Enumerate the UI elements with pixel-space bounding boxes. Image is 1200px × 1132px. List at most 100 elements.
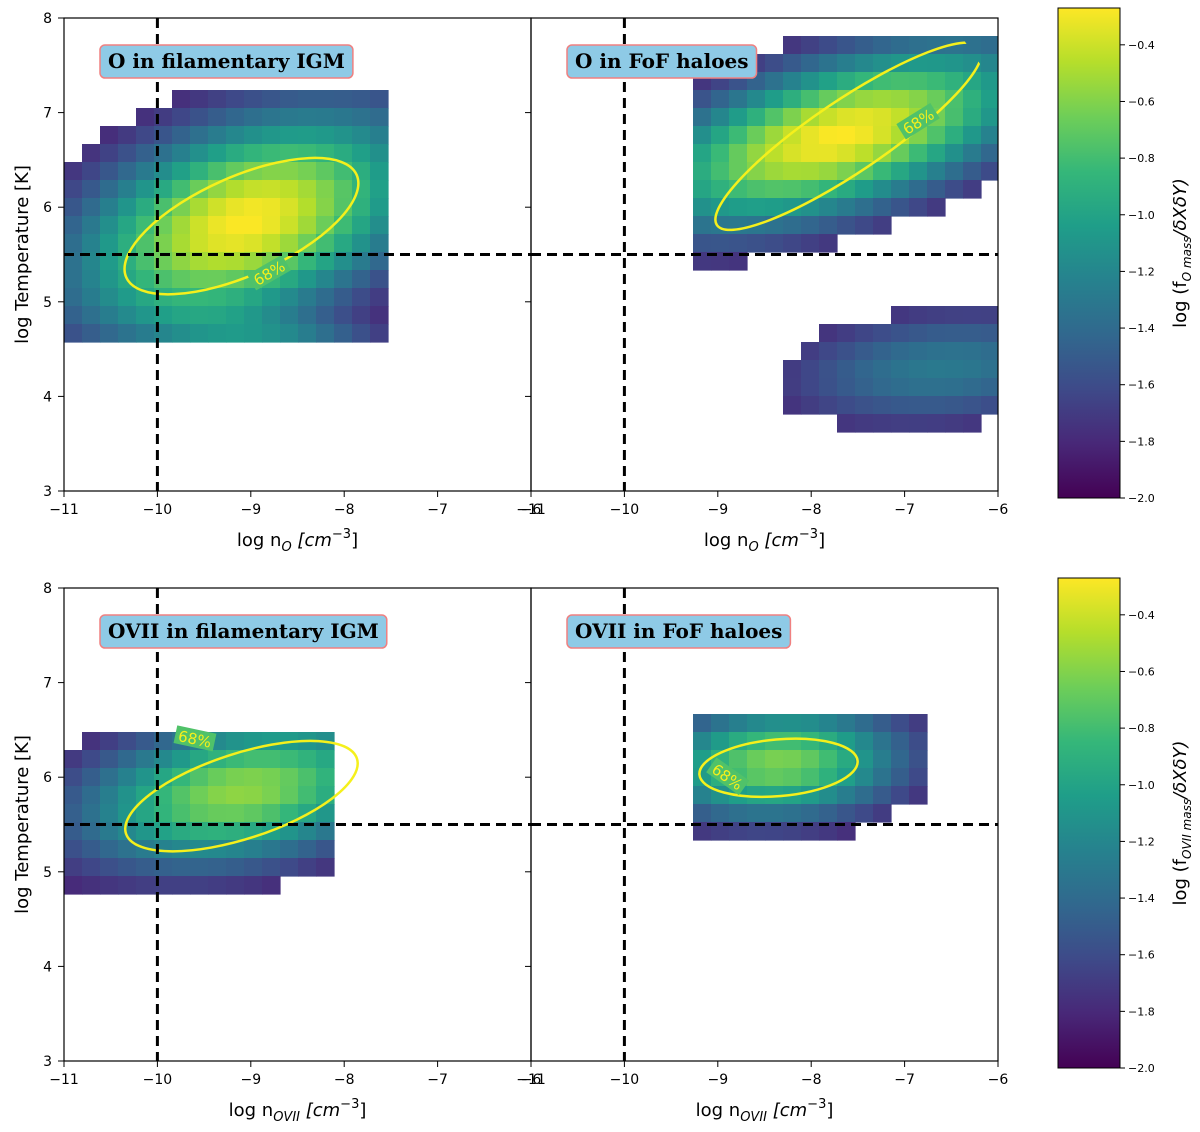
heatmap-cell (82, 840, 101, 859)
heatmap-cell (909, 324, 928, 343)
heatmap-cell (370, 306, 389, 325)
heatmap-cell (837, 786, 856, 805)
contour-label-bg (247, 254, 291, 291)
y-tick-label: 4 (43, 389, 52, 405)
panel-title-box (99, 44, 354, 79)
x-axis-label: log nOVII [cm−3] (696, 1097, 834, 1125)
heatmap-cell (729, 216, 748, 235)
heatmap-cell (370, 126, 389, 145)
heatmap-cell (136, 750, 155, 769)
heatmap-cell (837, 108, 856, 127)
heatmap-cell (927, 360, 946, 379)
heatmap-cell (226, 858, 245, 877)
heatmap-cell (855, 36, 874, 55)
x-tick-label: −6 (521, 502, 542, 518)
heatmap-cell (729, 126, 748, 145)
heatmap-cell (819, 144, 838, 163)
heatmap-cell (711, 216, 730, 235)
heatmap-cell (801, 36, 820, 55)
heatmap-cell (693, 90, 712, 109)
heatmap-cell (981, 90, 998, 109)
heatmap-cell (801, 90, 820, 109)
heatmap-cell (118, 126, 137, 145)
x-tick-label: −11 (516, 1072, 546, 1088)
heatmap-cell (693, 732, 712, 751)
colorbar-tick-label: −0.4 (1128, 609, 1155, 622)
heatmap-cell (280, 288, 299, 307)
heatmap-cell (891, 396, 910, 415)
heatmap-cell (334, 234, 353, 253)
heatmap-cell (136, 252, 155, 271)
heatmap-cell (136, 786, 155, 805)
y-tick-label: 7 (43, 106, 52, 122)
heatmap-cell (280, 126, 299, 145)
heatmap-cell (298, 198, 317, 217)
heatmap-cell (244, 198, 263, 217)
axes-frame (530, 587, 999, 1062)
heatmap-cell (172, 126, 191, 145)
heatmap-cell (172, 858, 191, 877)
heatmap-cell (64, 324, 83, 343)
contour-label-bg (173, 725, 217, 752)
heatmap-cell (765, 804, 784, 823)
heatmap-cell (909, 180, 928, 199)
heatmap-cell (334, 216, 353, 235)
heatmap-cell (100, 786, 119, 805)
heatmap-cell (693, 144, 712, 163)
heatmap-cell (981, 162, 998, 181)
heatmap-cell (873, 786, 892, 805)
heatmap-cell (855, 768, 874, 787)
heatmap-cell (262, 180, 281, 199)
heatmap-cell (280, 750, 299, 769)
heatmap-cell (82, 768, 101, 787)
heatmap-cell (963, 90, 982, 109)
heatmap-cell (64, 198, 83, 217)
heatmap-cell (280, 786, 299, 805)
heatmap-cell (801, 732, 820, 751)
heatmap-cell (280, 804, 299, 823)
heatmap-cell (118, 252, 137, 271)
x-tick-label: −8 (334, 1072, 355, 1088)
panel-title-box (566, 614, 792, 649)
heatmap-cell (208, 234, 227, 253)
heatmap-cell (316, 234, 335, 253)
heatmap-cell (190, 786, 209, 805)
heatmap-cell (909, 750, 928, 769)
heatmap-cell (927, 378, 946, 397)
heatmap-cell (100, 732, 119, 751)
y-tick-label: 3 (43, 1054, 52, 1070)
heatmap-cell (262, 90, 281, 109)
x-tick-label: −11 (49, 1072, 79, 1088)
heatmap-cell (100, 288, 119, 307)
heatmap-cell (819, 36, 838, 55)
heatmap-cell (280, 144, 299, 163)
heatmap-cell (873, 768, 892, 787)
heatmap-cell (226, 822, 245, 841)
heatmap-cell (837, 414, 856, 433)
heatmap-cell (118, 840, 137, 859)
heatmap-cell (855, 342, 874, 361)
heatmap-cell (316, 858, 335, 877)
heatmap-cell (172, 804, 191, 823)
heatmap-cell (190, 804, 209, 823)
heatmap-cell (316, 786, 335, 805)
heatmap-cell (873, 804, 892, 823)
heatmap-cell (729, 144, 748, 163)
heatmap-cell (298, 822, 317, 841)
heatmap-cell (855, 54, 874, 73)
heatmap-cell (370, 162, 389, 181)
heatmap-cell (765, 54, 784, 73)
heatmap-cell (226, 180, 245, 199)
heatmap-cell (334, 306, 353, 325)
heatmap-cell (100, 216, 119, 235)
heatmap-cell (981, 396, 998, 415)
heatmap-cell (370, 180, 389, 199)
heatmap-cell (711, 90, 730, 109)
heatmap-cell (172, 252, 191, 271)
colorbar-gradient (1057, 577, 1121, 1069)
heatmap-cell (837, 54, 856, 73)
